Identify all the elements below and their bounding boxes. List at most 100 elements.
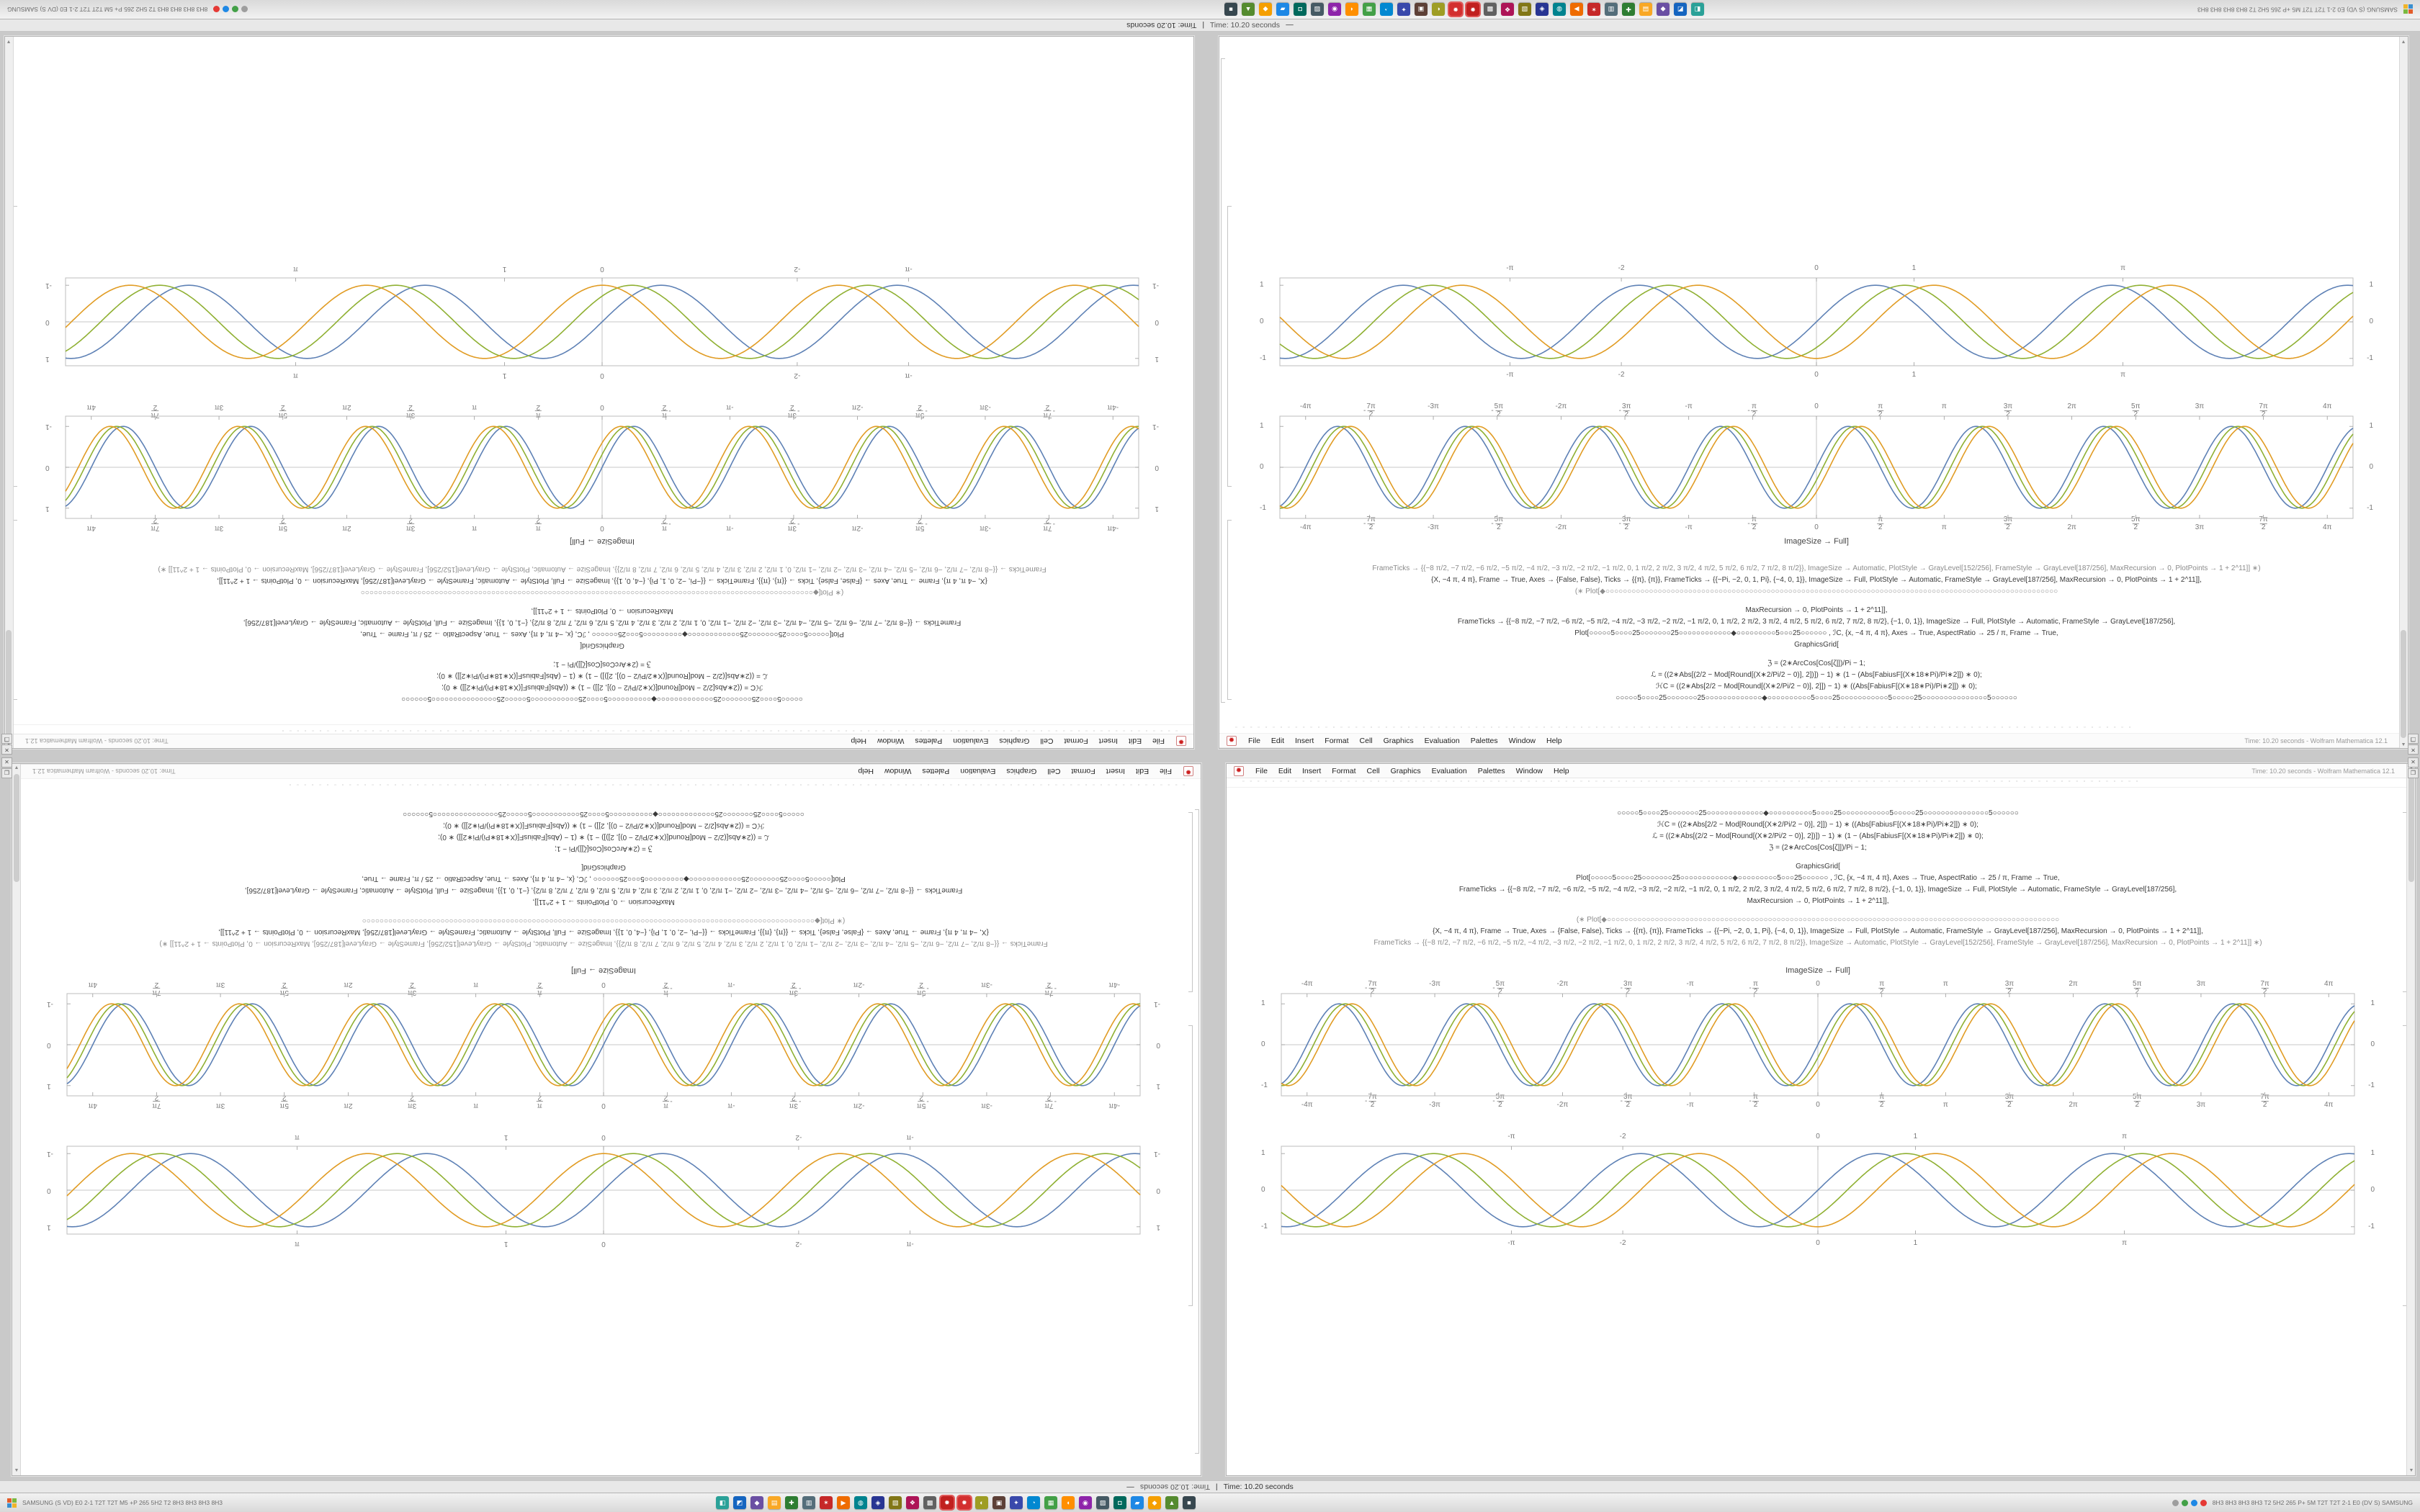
close-button[interactable]: ✕ xyxy=(1,744,12,755)
menu-item-edit[interactable]: Edit xyxy=(1270,736,1285,745)
menu-item-format[interactable]: Format xyxy=(1332,766,1356,775)
menu-item-evaluation[interactable]: Evaluation xyxy=(1431,766,1467,775)
taskbar-app-icon[interactable]: ▤ xyxy=(767,1496,781,1509)
menu-item-file[interactable]: File xyxy=(1152,737,1165,746)
mathematica-app-icon[interactable]: ✹ xyxy=(1183,766,1193,777)
scroll-up-icon[interactable]: ▲ xyxy=(14,765,19,770)
menu-item-insert[interactable]: Insert xyxy=(1302,766,1322,775)
code-line[interactable] xyxy=(38,949,1169,956)
code-line[interactable]: FrameTicks → {{−8 π/2, −7 π/2, −6 π/2, −… xyxy=(243,618,962,626)
taskbar-app-icon[interactable]: ▨ xyxy=(1095,1496,1109,1509)
mathematica-app-icon[interactable]: ✹ xyxy=(1227,735,1237,746)
menu-item-file[interactable]: File xyxy=(1160,767,1172,776)
menu-item-help[interactable]: Help xyxy=(1546,736,1562,745)
code-line[interactable]: ℨ = (2∗ArcCos[Cos[ζ]])/Pi − 1; xyxy=(1769,844,1867,852)
code-line[interactable]: MaxRecursion → 0, PlotPoints → 1 + 2^11]… xyxy=(532,898,675,906)
taskbar-app-icon[interactable]: ▤ xyxy=(1639,3,1653,16)
taskbar-app-icon[interactable]: ✶ xyxy=(819,1496,833,1509)
menu-item-edit[interactable]: Edit xyxy=(1135,767,1150,776)
close-button[interactable]: ✕ xyxy=(1,757,12,768)
taskbar-app-icon[interactable]: ▧ xyxy=(1518,3,1532,16)
scrollbar-thumb[interactable] xyxy=(2408,774,2414,882)
menu-item-palettes[interactable]: Palettes xyxy=(1477,766,1505,775)
taskbar-app-icon[interactable]: ▩ xyxy=(1484,3,1497,16)
scrollbar-thumb[interactable] xyxy=(14,774,19,882)
scroll-down-icon[interactable]: ▼ xyxy=(2408,1468,2414,1473)
scroll-down-icon[interactable]: ▼ xyxy=(14,1468,19,1473)
code-line[interactable]: (∗ Plot[◆○○○○○○○○○○○○○○○○○○○○○○○○○○○○○○○… xyxy=(1576,916,2060,924)
taskbar-app-icon[interactable]: ◈ xyxy=(1536,3,1549,16)
taskbar-app-icon[interactable]: ▣ xyxy=(1415,3,1428,16)
taskbar-app-icon[interactable]: ▩ xyxy=(923,1496,936,1509)
code-line[interactable]: ℒ = ((2∗Abs[(2/2 − Mod[Round[(X∗2/Pi/2 −… xyxy=(1651,671,1982,679)
code-line[interactable] xyxy=(38,907,1169,914)
code-line[interactable]: GraphicsGrid[ xyxy=(1796,863,1840,870)
menu-item-format[interactable]: Format xyxy=(1071,767,1095,776)
taskbar-app-icon[interactable]: ▶ xyxy=(836,1496,850,1509)
tray-status-icon[interactable] xyxy=(213,5,220,12)
vertical-scrollbar[interactable]: ▲ ▼ xyxy=(2406,764,2415,1475)
taskbar-app-icon[interactable]: ◖ xyxy=(1345,3,1359,16)
taskbar-app-icon[interactable]: ✹ xyxy=(1448,1,1464,17)
taskbar-app-icon[interactable]: ▣ xyxy=(992,1496,1005,1509)
code-line[interactable] xyxy=(1252,907,2383,914)
code-line[interactable]: {X, −4 π, 4 π}, Frame → True, Axes → {Fa… xyxy=(218,928,989,936)
taskbar-app-icon[interactable]: ✦ xyxy=(1009,1496,1023,1509)
code-line[interactable]: Plot[○○○○○5○○○○25○○○○○○○25○○○○○○○○○○○○◆○… xyxy=(1576,874,2060,882)
taskbar-app-icon[interactable]: ◧ xyxy=(1691,3,1705,16)
mathematica-app-icon[interactable]: ✹ xyxy=(1176,736,1186,747)
taskbar-app-icon[interactable]: ◩ xyxy=(1674,3,1688,16)
taskbar-app-icon[interactable]: ◘ xyxy=(1113,1496,1126,1509)
code-line[interactable]: (∗ Plot[◆○○○○○○○○○○○○○○○○○○○○○○○○○○○○○○○… xyxy=(360,588,844,596)
scroll-down-icon[interactable]: ▼ xyxy=(6,39,12,44)
start-icon[interactable] xyxy=(2403,4,2413,14)
code-line[interactable]: MaxRecursion → 0, PlotPoints → 1 + 2^11]… xyxy=(1745,606,1888,614)
taskbar-app-icon[interactable]: ✦ xyxy=(1397,3,1411,16)
taskbar-app-icon[interactable]: ◐ xyxy=(974,1496,988,1509)
taskbar-app-icon[interactable]: ◔ xyxy=(1026,1496,1040,1509)
code-line[interactable]: ℨ = (2∗ArcCos[Cos[ζ]])/Pi − 1; xyxy=(553,660,651,668)
code-line[interactable]: ℨ = (2∗ArcCos[Cos[ζ]])/Pi − 1; xyxy=(555,845,653,852)
menu-item-graphics[interactable]: Graphics xyxy=(1383,736,1414,745)
taskbar-app-icon[interactable]: ◈ xyxy=(871,1496,884,1509)
taskbar-app-icon[interactable]: ▰ xyxy=(1130,1496,1144,1509)
menu-item-cell[interactable]: Cell xyxy=(1366,766,1380,775)
code-line[interactable]: ℋC = ((2∗Abs[2/2 − Mod[Round[(X∗2/Pi/2 −… xyxy=(1656,683,1977,690)
menu-item-graphics[interactable]: Graphics xyxy=(1390,766,1421,775)
menu-item-help[interactable]: Help xyxy=(858,767,874,776)
code-line[interactable]: Plot[○○○○○5○○○○25○○○○○○○25○○○○○○○○○○○○◆○… xyxy=(1574,629,2058,637)
menu-item-format[interactable]: Format xyxy=(1325,736,1349,745)
taskbar-app-icon[interactable]: ◍ xyxy=(853,1496,867,1509)
tray-status-icon[interactable] xyxy=(2200,1500,2207,1507)
code-line[interactable]: {X, −4 π, 4 π}, Frame → True, Axes → {Fa… xyxy=(217,577,987,585)
menu-item-palettes[interactable]: Palettes xyxy=(915,737,943,746)
cell-bracket[interactable] xyxy=(1227,206,1232,487)
taskbar-app-icon[interactable]: ▥ xyxy=(1605,3,1618,16)
taskbar-app-icon[interactable]: ▲ xyxy=(1165,1496,1178,1509)
code-line[interactable] xyxy=(1252,854,2383,861)
menu-item-window[interactable]: Window xyxy=(1508,736,1536,745)
start-icon[interactable] xyxy=(7,1498,17,1508)
taskbar-app-icon[interactable]: ◖ xyxy=(1061,1496,1075,1509)
vertical-scrollbar[interactable]: ▲ ▼ xyxy=(2399,37,2408,748)
code-line[interactable]: ℋC = ((2∗Abs[2/2 − Mod[Round[(X∗2/Pi/2 −… xyxy=(442,683,763,691)
taskbar-app-icon[interactable]: ✚ xyxy=(784,1496,798,1509)
taskbar-app-icon[interactable]: ◩ xyxy=(732,1496,746,1509)
cell-bracket[interactable] xyxy=(1227,520,1232,700)
code-line[interactable]: ℒ = ((2∗Abs[(2/2 − Mod[Round[(X∗2/Pi/2 −… xyxy=(1652,832,1984,840)
taskbar-app-icon[interactable]: ◆ xyxy=(1657,3,1670,16)
menu-item-cell[interactable]: Cell xyxy=(1040,737,1054,746)
menu-item-help[interactable]: Help xyxy=(851,737,866,746)
tray-status-icon[interactable] xyxy=(2181,1500,2188,1507)
cell-bracket[interactable] xyxy=(1188,1025,1193,1306)
code-line[interactable]: FrameTicks → {{−8 π/2, −7 π/2, −6 π/2, −… xyxy=(1457,618,2176,626)
close-button[interactable]: ✕ xyxy=(2408,757,2419,768)
code-line[interactable]: ℒ = ((2∗Abs[(2/2 − Mod[Round[(X∗2/Pi/2 −… xyxy=(436,672,768,680)
code-line[interactable] xyxy=(1251,651,2382,658)
scroll-up-icon[interactable]: ▲ xyxy=(2407,764,2415,773)
code-line[interactable]: ℨ = (2∗ArcCos[Cos[ζ]])/Pi − 1; xyxy=(1767,660,1865,667)
menu-item-window[interactable]: Window xyxy=(877,737,905,746)
taskbar-app-icon[interactable]: ▦ xyxy=(1044,1496,1057,1509)
taskbar-app-icon[interactable]: ✚ xyxy=(1622,3,1636,16)
tray-status-icon[interactable] xyxy=(2190,1500,2197,1507)
